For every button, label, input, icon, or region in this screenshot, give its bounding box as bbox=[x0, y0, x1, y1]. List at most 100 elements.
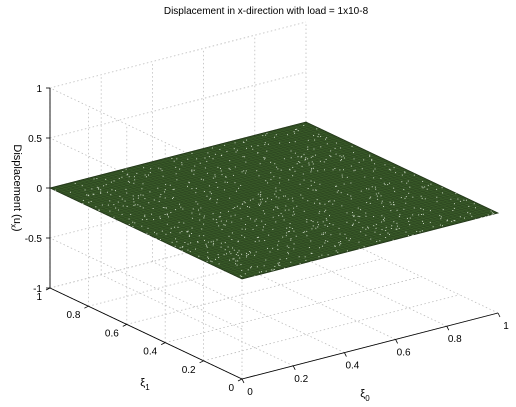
mesh-node bbox=[375, 193, 377, 195]
mesh-node bbox=[314, 154, 316, 156]
mesh-node bbox=[264, 213, 266, 215]
mesh-node bbox=[179, 168, 181, 170]
mesh-node bbox=[317, 136, 319, 138]
mesh-node bbox=[338, 227, 340, 229]
mesh-node bbox=[335, 250, 337, 252]
mesh-node bbox=[195, 201, 197, 203]
mesh-node bbox=[187, 158, 189, 160]
mesh-node bbox=[287, 231, 289, 233]
mesh-node bbox=[319, 160, 321, 162]
mesh-node bbox=[146, 232, 148, 234]
mesh-node bbox=[307, 148, 309, 150]
mesh-node bbox=[159, 216, 161, 218]
mesh-node bbox=[259, 195, 261, 197]
x-axis-label-sub: 0 bbox=[365, 394, 370, 403]
mesh-node bbox=[413, 174, 415, 176]
mesh-node bbox=[300, 156, 302, 158]
mesh-node bbox=[158, 167, 160, 169]
mesh-node bbox=[220, 155, 222, 157]
mesh-node bbox=[366, 188, 368, 190]
mesh-node bbox=[286, 227, 288, 229]
mesh-node bbox=[275, 134, 277, 136]
mesh-node bbox=[346, 237, 348, 239]
mesh-node bbox=[370, 196, 372, 198]
mesh-node bbox=[493, 212, 495, 214]
mesh-node bbox=[246, 256, 248, 258]
mesh-node bbox=[188, 181, 190, 183]
mesh-line-y bbox=[78, 135, 335, 202]
mesh-node bbox=[311, 161, 313, 163]
mesh-node bbox=[385, 226, 387, 228]
mesh-node bbox=[473, 203, 475, 205]
mesh-node bbox=[169, 184, 171, 186]
mesh-node bbox=[235, 190, 237, 192]
x-tick-mark bbox=[292, 365, 296, 370]
mesh-node bbox=[266, 197, 268, 199]
z-axis-label-sub: x bbox=[9, 224, 18, 228]
mesh-node bbox=[142, 194, 144, 196]
mesh-node bbox=[273, 136, 275, 138]
mesh-line-x bbox=[301, 122, 494, 215]
mesh-node bbox=[148, 202, 150, 204]
mesh-node bbox=[164, 207, 166, 209]
mesh-node bbox=[238, 187, 240, 189]
mesh-node bbox=[307, 200, 309, 202]
mesh-node bbox=[115, 207, 117, 209]
mesh-node bbox=[230, 215, 232, 217]
mesh-node bbox=[354, 219, 356, 221]
mesh-node bbox=[430, 183, 432, 185]
mesh-node bbox=[186, 185, 188, 187]
mesh-node bbox=[137, 204, 139, 206]
mesh-node bbox=[262, 229, 264, 231]
mesh-node bbox=[221, 174, 223, 176]
mesh-node bbox=[276, 166, 278, 168]
mesh-node bbox=[401, 174, 403, 176]
floor-grid-line-y bbox=[126, 258, 383, 325]
mesh-node bbox=[291, 228, 293, 230]
mesh-node bbox=[314, 139, 316, 141]
mesh-node bbox=[264, 240, 266, 242]
mesh-node bbox=[295, 235, 297, 237]
mesh-node bbox=[176, 179, 178, 181]
mesh-node bbox=[329, 215, 331, 217]
mesh-node bbox=[330, 150, 332, 152]
mesh-node bbox=[317, 170, 319, 172]
mesh-node bbox=[210, 260, 212, 262]
mesh-node bbox=[312, 163, 314, 165]
mesh-node bbox=[289, 223, 291, 225]
mesh-line-y bbox=[56, 124, 313, 192]
mesh-node bbox=[452, 210, 454, 212]
mesh-node bbox=[379, 233, 381, 235]
mesh-node bbox=[403, 189, 405, 191]
mesh-node bbox=[255, 218, 257, 220]
mesh-node bbox=[275, 187, 277, 189]
mesh-node bbox=[317, 226, 319, 228]
mesh-node bbox=[288, 179, 290, 181]
mesh-node bbox=[392, 204, 394, 206]
mesh-node bbox=[306, 230, 308, 232]
mesh-node bbox=[181, 162, 183, 164]
mesh-node bbox=[350, 198, 352, 200]
mesh-node bbox=[307, 146, 309, 148]
mesh-node bbox=[121, 198, 123, 200]
mesh-node bbox=[127, 173, 129, 175]
mesh-node bbox=[144, 198, 146, 200]
mesh-node bbox=[322, 221, 324, 223]
mesh-node bbox=[141, 225, 143, 227]
mesh-node bbox=[82, 202, 84, 204]
mesh-node bbox=[294, 152, 296, 154]
mesh-node bbox=[199, 162, 201, 164]
mesh-node bbox=[362, 227, 364, 229]
mesh-node bbox=[469, 213, 471, 215]
mesh-node bbox=[141, 219, 143, 221]
mesh-node bbox=[357, 215, 359, 217]
mesh-node bbox=[125, 188, 127, 190]
mesh-node bbox=[453, 207, 455, 209]
mesh-node bbox=[128, 224, 130, 226]
mesh-node bbox=[293, 131, 295, 133]
mesh-node bbox=[319, 202, 321, 204]
mesh-node bbox=[471, 215, 473, 217]
mesh-line-x bbox=[284, 127, 477, 219]
mesh-node bbox=[284, 195, 286, 197]
mesh-node bbox=[264, 223, 266, 225]
